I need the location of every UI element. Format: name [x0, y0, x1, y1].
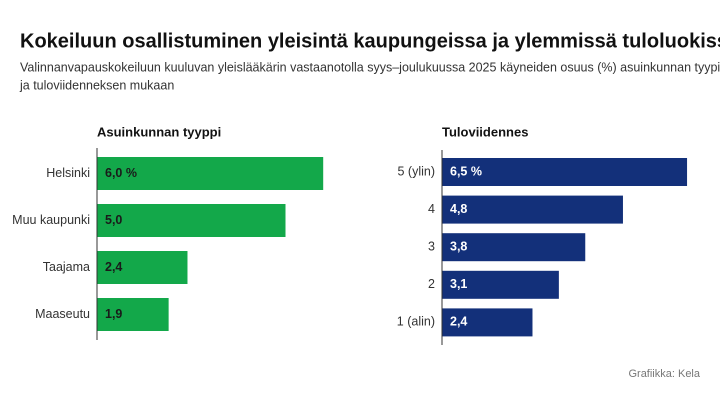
bar	[97, 298, 169, 331]
bar	[442, 158, 688, 186]
category-label: 1 (alin)	[397, 315, 435, 329]
value-label: 4,8	[450, 202, 467, 216]
bar	[442, 308, 533, 337]
category-label: Taajama	[43, 260, 90, 274]
category-label: Maaseutu	[35, 307, 90, 321]
value-label: 3,8	[450, 239, 467, 253]
category-label: 2	[428, 277, 435, 291]
value-label: 2,4	[105, 260, 122, 274]
category-label: 5 (ylin)	[397, 164, 435, 178]
value-label: 2,4	[450, 315, 467, 329]
value-label: 5,0	[105, 213, 122, 227]
source: Grafiikka: Kela	[628, 368, 700, 380]
category-label: Helsinki	[46, 166, 90, 180]
chart-title: Asuinkunnan tyyppi	[97, 124, 221, 139]
bar	[442, 195, 623, 224]
bar	[442, 270, 559, 299]
subtitle: Valinnanvapauskokeiluun kuuluvan yleislä…	[20, 60, 720, 74]
bar	[97, 157, 324, 190]
value-label: 6,5 %	[450, 164, 482, 178]
bar	[97, 251, 188, 284]
chart-title: Tuloviidennes	[442, 124, 528, 139]
bar	[97, 204, 286, 237]
value-label: 3,1	[450, 277, 467, 291]
subtitle: ja tuloviidenneksen mukaan	[19, 78, 174, 92]
bar	[442, 233, 586, 262]
category-label: 3	[428, 239, 435, 253]
category-label: Muu kaupunki	[12, 213, 90, 227]
category-label: 4	[428, 202, 435, 216]
value-label: 6,0 %	[105, 166, 137, 180]
title: Kokeiluun osallistuminen yleisintä kaupu…	[20, 30, 720, 52]
value-label: 1,9	[105, 307, 122, 321]
